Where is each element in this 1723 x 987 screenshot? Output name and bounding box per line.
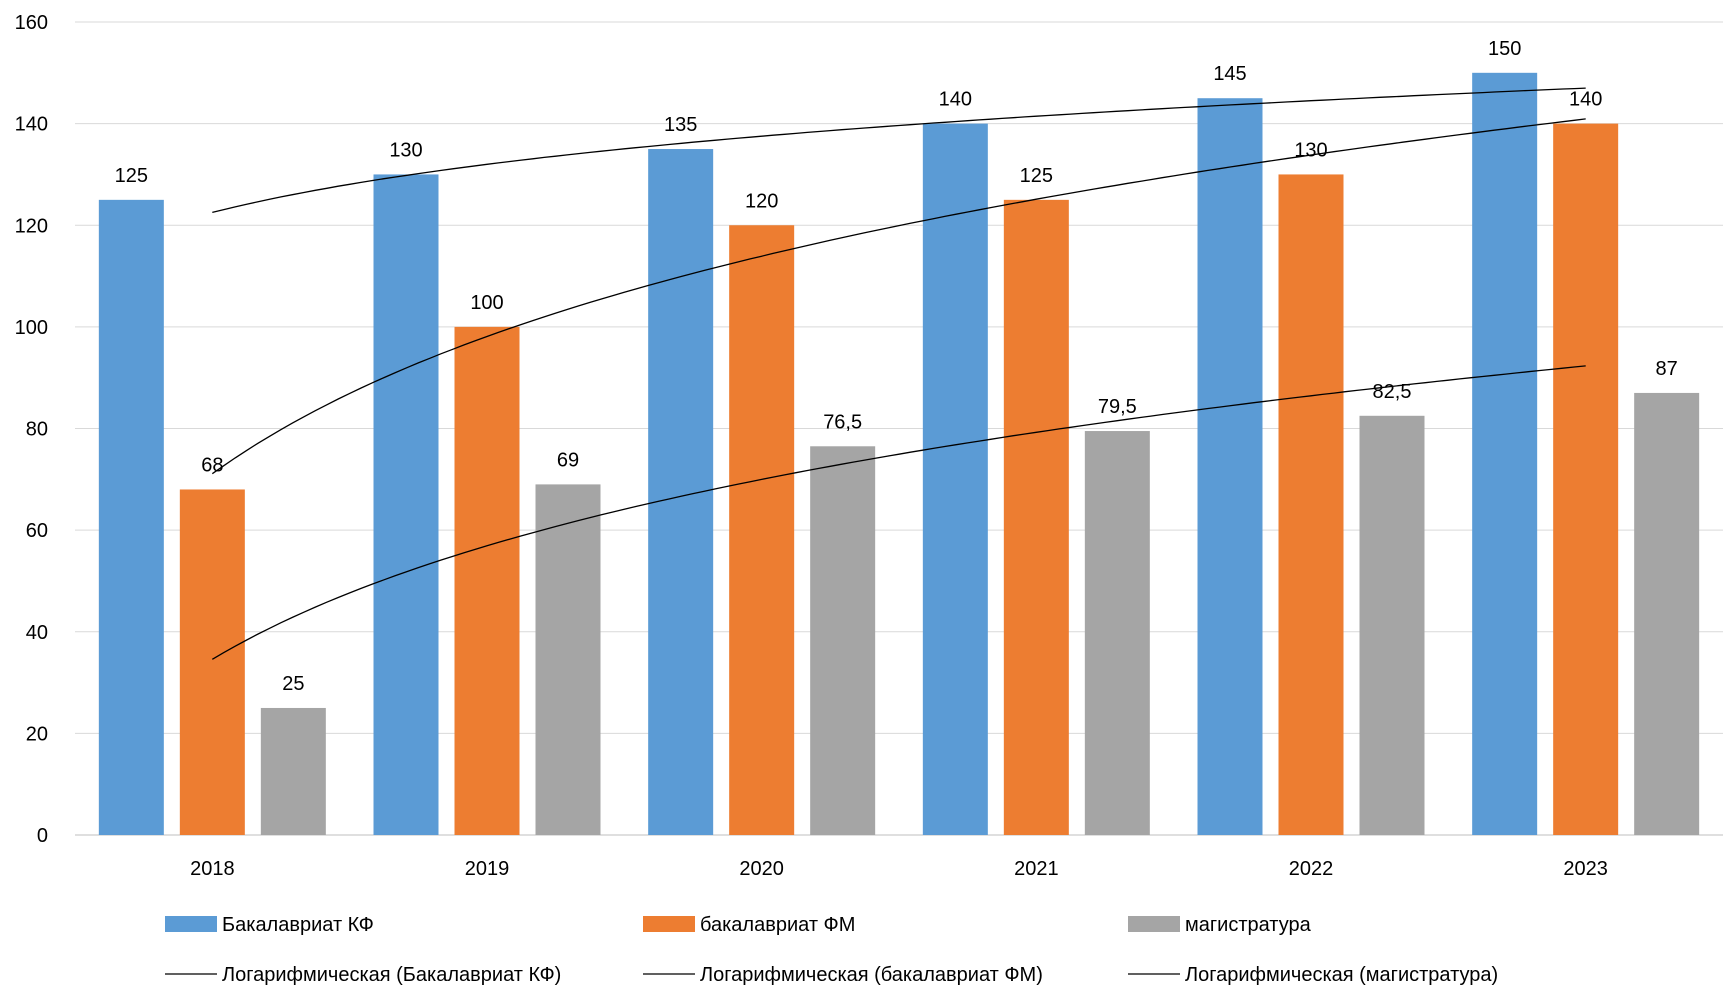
bar-s1-2023 [1553, 123, 1619, 835]
data-label-s1-2018: 68 [201, 454, 223, 476]
data-label-s1-2019: 100 [470, 292, 503, 314]
bar-s0-2021 [922, 123, 988, 835]
legend-trend-label-s0: Логарифмическая (Бакалавриат КФ) [222, 964, 561, 986]
data-label-s1-2022: 130 [1294, 139, 1327, 161]
x-tick-label-2023: 2023 [1563, 858, 1608, 880]
legend-trend-label-s1: Логарифмическая (бакалавриат ФМ) [700, 964, 1043, 986]
data-label-s2-2023: 87 [1656, 358, 1678, 380]
y-tick-label-120: 120 [15, 215, 48, 237]
data-label-s0-2023: 150 [1488, 38, 1521, 60]
trendline-s2 [211, 365, 1586, 660]
data-label-s2-2018: 25 [282, 673, 304, 695]
y-tick-label-60: 60 [26, 520, 48, 542]
trendline-s0 [212, 87, 1586, 214]
bar-s2-2022 [1359, 415, 1425, 835]
y-tick-label-40: 40 [26, 622, 48, 644]
data-label-s1-2023: 140 [1569, 89, 1602, 111]
data-label-s2-2021: 79,5 [1098, 396, 1137, 418]
data-label-s0-2020: 135 [664, 114, 697, 136]
data-label-s0-2022: 145 [1213, 63, 1246, 85]
data-label-s0-2019: 130 [389, 139, 422, 161]
legend-label-s1: бакалавриат ФМ [700, 914, 855, 936]
legend-swatch-s1 [643, 916, 695, 932]
y-tick-label-100: 100 [15, 317, 48, 339]
bar-s2-2023 [1634, 392, 1700, 835]
bar-s2-2021 [1084, 431, 1150, 835]
legend-label-s0: Бакалавриат КФ [222, 914, 374, 936]
y-tick-label-160: 160 [15, 12, 48, 34]
legend-trend-label-s2: Логарифмическая (магистратура) [1185, 964, 1498, 986]
bar-s0-2023 [1472, 72, 1538, 835]
data-label-s0-2021: 140 [939, 89, 972, 111]
bar-s2-2020 [810, 446, 876, 835]
legend-swatch-s2 [1128, 916, 1180, 932]
data-label-s1-2021: 125 [1020, 165, 1053, 187]
x-tick-label-2018: 2018 [190, 858, 235, 880]
trendline-s1 [211, 118, 1586, 475]
x-axis-tick-labels: 2018 2019 2020 2021 2022 2023 [190, 858, 1608, 880]
y-tick-label-20: 20 [26, 723, 48, 745]
bar-s1-2021 [1003, 199, 1069, 835]
y-axis-tick-labels: 0 20 40 60 80 100 120 140 160 [15, 12, 48, 847]
x-tick-label-2021: 2021 [1014, 858, 1059, 880]
data-label-s2-2020: 76,5 [823, 411, 862, 433]
bar-s1-2018 [179, 489, 245, 835]
data-label-s2-2022: 82,5 [1373, 381, 1412, 403]
bar-s2-2019 [535, 484, 601, 835]
bar-s0-2018 [98, 199, 164, 835]
grid-lines [75, 21, 1723, 836]
bar-s1-2020 [729, 225, 795, 835]
y-tick-label-80: 80 [26, 419, 48, 441]
legend-label-s2: магистратура [1185, 914, 1312, 936]
bar-s1-2022 [1278, 174, 1344, 835]
y-tick-label-0: 0 [37, 825, 48, 847]
bar-s1-2019 [454, 326, 520, 835]
data-labels: 125 68 25 130 100 69 135 120 76,5 140 125 79,5 145 13… [115, 38, 1678, 695]
y-tick-label-140: 140 [15, 114, 48, 136]
data-label-s0-2018: 125 [115, 165, 148, 187]
trendlines [211, 87, 1586, 660]
legend-swatch-s0 [165, 916, 217, 932]
legend: Бакалавриат КФ бакалавриат ФМ магистратура… [165, 914, 1498, 986]
x-tick-label-2019: 2019 [465, 858, 510, 880]
bars [98, 72, 1700, 835]
bar-s0-2022 [1197, 98, 1263, 835]
x-tick-label-2022: 2022 [1289, 858, 1334, 880]
data-label-s2-2019: 69 [557, 449, 579, 471]
data-label-s1-2020: 120 [745, 190, 778, 212]
x-tick-label-2020: 2020 [739, 858, 784, 880]
bar-s2-2018 [260, 707, 326, 835]
bar-s0-2019 [373, 174, 439, 835]
